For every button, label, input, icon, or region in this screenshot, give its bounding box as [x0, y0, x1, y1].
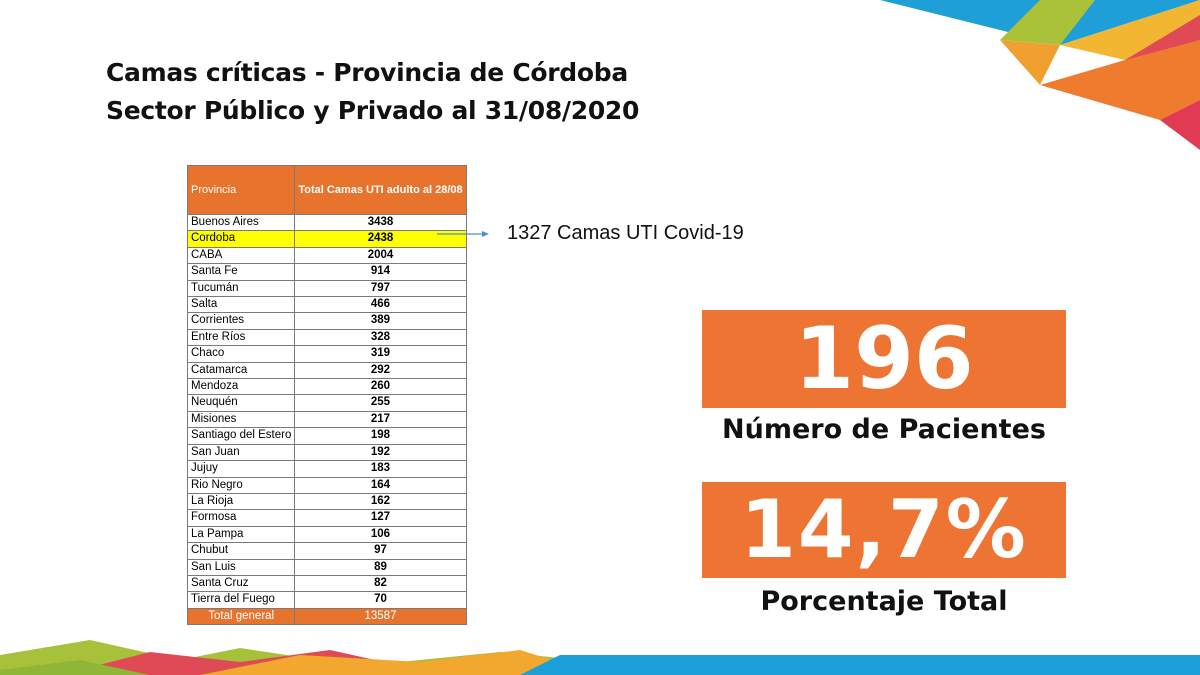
province-cell: Santa Fe: [186, 263, 296, 281]
province-cell: Corrientes: [186, 312, 296, 330]
table-row: Jujuy 183: [186, 460, 467, 478]
table-row: Formosa 127: [186, 509, 467, 527]
province-cell: San Luis: [186, 558, 296, 576]
title-line-2: Sector Público y Privado al 31/08/2020: [106, 96, 640, 125]
table-row: Cordoba 2438: [186, 230, 467, 248]
province-cell: San Juan: [186, 443, 296, 462]
table-row: San Luis 89: [186, 558, 467, 576]
province-cell: Santa Cruz: [186, 574, 296, 593]
patients-count-label: Número de Pacientes: [722, 414, 1046, 445]
province-cell: Jujuy: [186, 460, 296, 478]
beds-cell: 2004: [294, 246, 467, 265]
province-cell: Neuquén: [186, 394, 296, 412]
beds-cell: 260: [294, 378, 467, 396]
beds-cell: 389: [294, 312, 467, 330]
table-row: Mendoza 260: [186, 378, 467, 396]
province-cell: Buenos Aires: [186, 213, 296, 232]
table-row: Buenos Aires 3438: [186, 213, 467, 232]
beds-cell: 183: [294, 460, 467, 478]
table-row: Santiago del Estero 198: [186, 427, 467, 445]
table-row: Neuquén 255: [186, 394, 467, 412]
table-row: Chubut 97: [186, 542, 467, 560]
beds-cell: 89: [294, 558, 467, 576]
arrow-icon: [437, 231, 489, 237]
province-cell: Rio Negro: [186, 476, 296, 494]
beds-cell: 127: [294, 509, 467, 527]
table-row: Corrientes 389: [186, 312, 467, 330]
percentage-box: 14,7%: [702, 482, 1066, 578]
province-cell: Mendoza: [186, 378, 296, 396]
beds-cell: 217: [294, 410, 467, 429]
beds-cell: 192: [294, 443, 467, 462]
table-row: Misiones 217: [186, 410, 467, 429]
column-header-total-camas: Total Camas UTI adulto al 28/08: [294, 165, 467, 215]
province-cell: Catamarca: [186, 361, 296, 380]
percentage-label: Porcentaje Total: [760, 586, 1008, 617]
province-cell: Chubut: [186, 542, 296, 560]
table-row: Tucumán 797: [186, 279, 467, 298]
province-cell: Cordoba: [186, 230, 296, 248]
title-line-1: Camas críticas - Provincia de Córdoba: [106, 58, 628, 87]
patients-count-box: 196: [702, 310, 1066, 408]
page-title: Camas críticas - Provincia de Córdoba Se…: [106, 54, 639, 130]
province-cell: Entre Ríos: [186, 328, 296, 347]
beds-cell: 3438: [294, 213, 467, 232]
beds-cell: 2438: [294, 230, 467, 248]
beds-cell: 797: [294, 279, 467, 298]
table-row: Catamarca 292: [186, 361, 467, 380]
province-cell: Chaco: [186, 345, 296, 363]
beds-cell: 164: [294, 476, 467, 494]
province-cell: Tierra del Fuego: [186, 591, 296, 609]
table-row: Chaco 319: [186, 345, 467, 363]
beds-cell: 82: [294, 574, 467, 593]
table-header-row: Provincia Total Camas UTI adulto al 28/0…: [186, 165, 467, 215]
beds-cell: 292: [294, 361, 467, 380]
province-cell: Santiago del Estero: [186, 427, 296, 445]
beds-cell: 97: [294, 542, 467, 560]
province-cell: Formosa: [186, 509, 296, 527]
table-row: San Juan 192: [186, 443, 467, 462]
icu-beds-table: Provincia Total Camas UTI adulto al 28/0…: [186, 165, 467, 626]
table-footer-row: Total general 13587: [186, 607, 467, 626]
province-cell: La Rioja: [186, 492, 296, 511]
table-row: Santa Fe 914: [186, 263, 467, 281]
beds-cell: 319: [294, 345, 467, 363]
column-header-provincia: Provincia: [186, 165, 296, 215]
beds-cell: 162: [294, 492, 467, 511]
beds-cell: 914: [294, 263, 467, 281]
beds-cell: 466: [294, 296, 467, 314]
beds-cell: 328: [294, 328, 467, 347]
beds-cell: 70: [294, 591, 467, 609]
table-row: Santa Cruz 82: [186, 574, 467, 593]
table-row: CABA 2004: [186, 246, 467, 265]
province-cell: Misiones: [186, 410, 296, 429]
province-cell: Salta: [186, 296, 296, 314]
table-row: Rio Negro 164: [186, 476, 467, 494]
table-body: Buenos Aires 3438 Cordoba 2438 CABA 2004 Santa…: [186, 213, 467, 609]
table-row: Salta 466: [186, 296, 467, 314]
total-value: 13587: [294, 607, 467, 626]
province-cell: CABA: [186, 246, 296, 265]
table-row: La Pampa 106: [186, 525, 467, 544]
province-cell: Tucumán: [186, 279, 296, 298]
covid-beds-note: 1327 Camas UTI Covid-19: [507, 222, 744, 244]
beds-cell: 255: [294, 394, 467, 412]
table-row: Tierra del Fuego 70: [186, 591, 467, 609]
beds-cell: 106: [294, 525, 467, 544]
table-row: Entre Ríos 328: [186, 328, 467, 347]
beds-cell: 198: [294, 427, 467, 445]
province-cell: La Pampa: [186, 525, 296, 544]
table-row: La Rioja 162: [186, 492, 467, 511]
total-label: Total general: [186, 607, 296, 626]
